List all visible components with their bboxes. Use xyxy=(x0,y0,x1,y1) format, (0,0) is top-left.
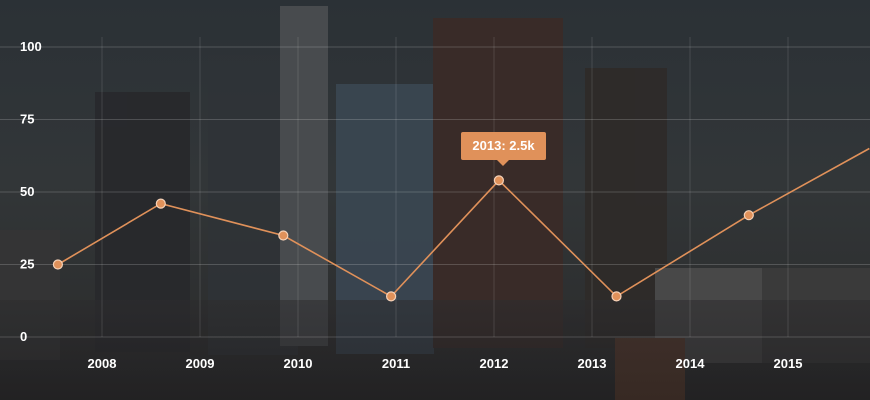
data-point[interactable] xyxy=(155,198,166,209)
series-path xyxy=(57,147,870,298)
data-point[interactable] xyxy=(493,175,504,186)
city-background xyxy=(0,6,870,400)
x-tick-label: 2010 xyxy=(284,356,313,371)
y-tick-label: 25 xyxy=(20,257,34,272)
x-tick-label: 2011 xyxy=(382,356,410,371)
x-tick-label: 2012 xyxy=(480,356,509,371)
y-axis: 0 25 50 75 100 xyxy=(20,39,42,344)
data-point[interactable] xyxy=(386,291,397,302)
data-point[interactable] xyxy=(278,230,289,241)
x-tick-label: 2014 xyxy=(676,356,706,371)
x-tick-label: 2015 xyxy=(774,356,803,371)
series-line xyxy=(52,147,870,302)
data-point[interactable] xyxy=(52,259,64,270)
x-tick-label: 2008 xyxy=(88,356,117,371)
data-point[interactable] xyxy=(743,210,754,221)
data-point[interactable] xyxy=(611,291,622,302)
y-tick-label: 100 xyxy=(20,39,42,54)
y-tick-label: 75 xyxy=(20,112,34,127)
x-axis: 2008 2009 2010 2011 2012 2013 2014 2015 xyxy=(88,356,803,371)
grid-lines xyxy=(0,37,870,338)
x-tick-label: 2009 xyxy=(186,356,215,371)
x-tick-label: 2013 xyxy=(578,356,607,371)
y-tick-label: 50 xyxy=(20,184,34,199)
y-tick-label: 0 xyxy=(20,329,27,344)
data-tooltip: 2013: 2.5k xyxy=(461,132,546,166)
